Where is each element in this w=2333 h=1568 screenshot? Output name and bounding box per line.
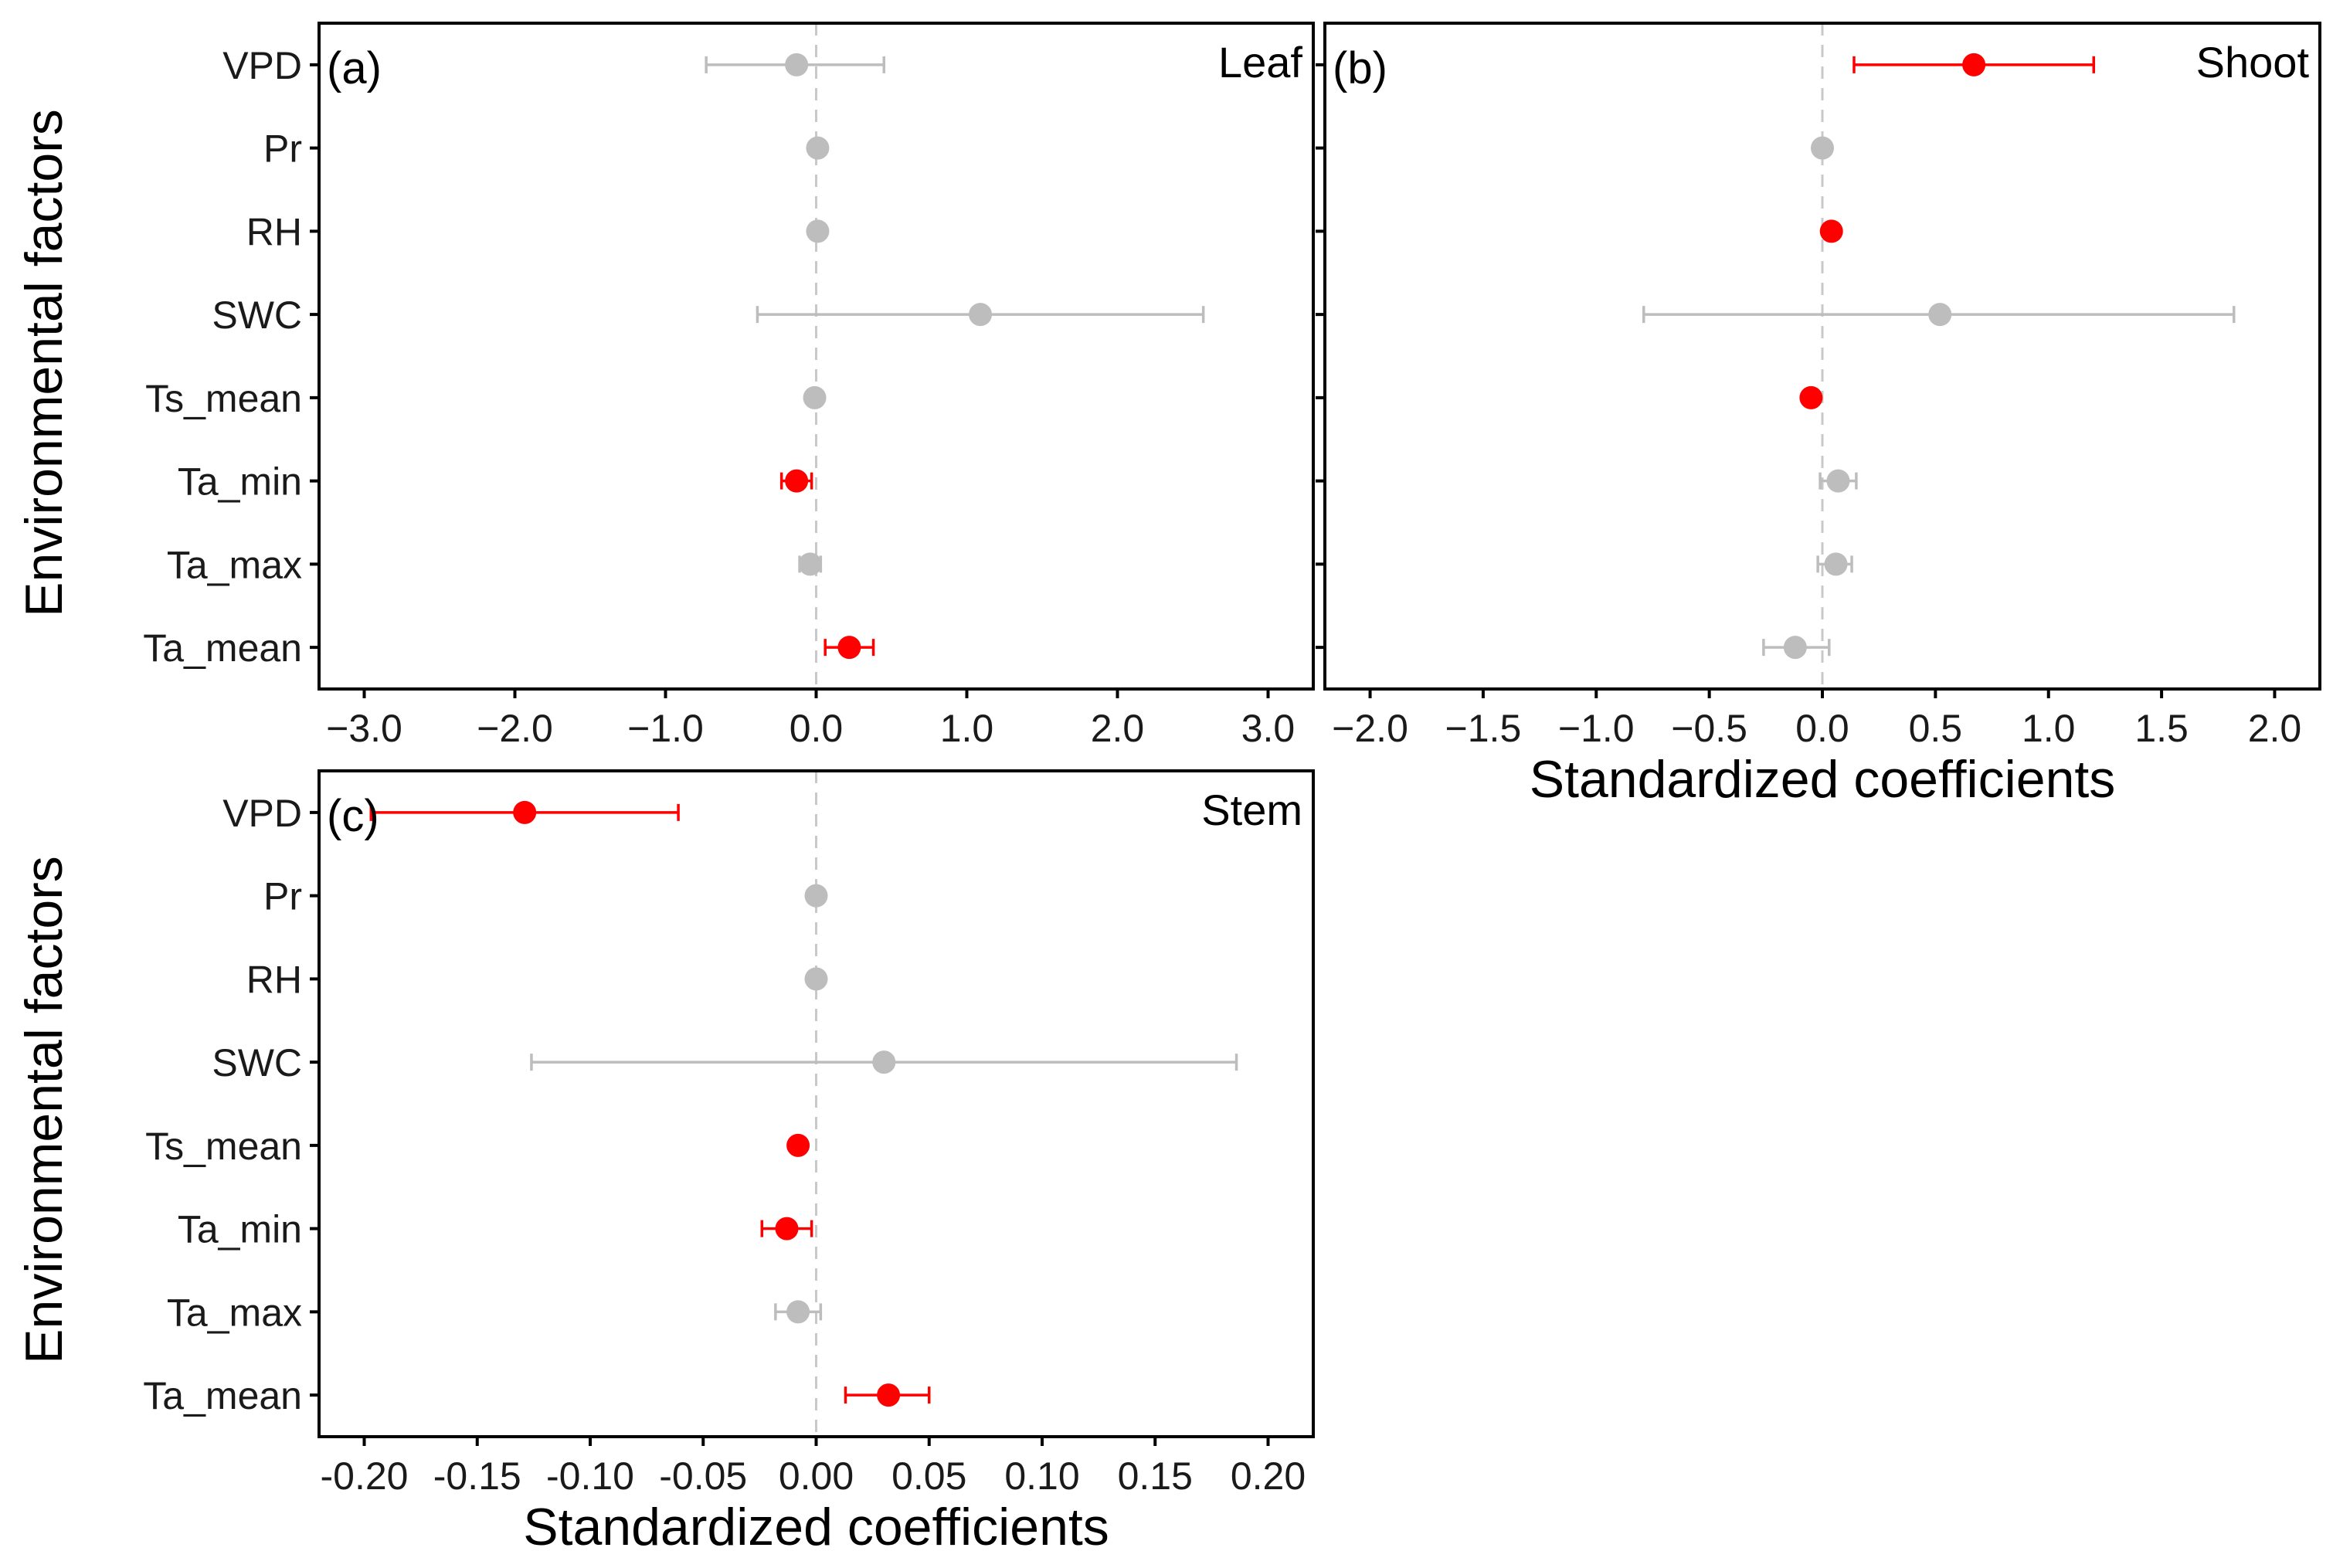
y-axis-title-top: Environmental factors	[15, 109, 73, 617]
point-vpd	[1962, 53, 1986, 76]
point-ta_min	[1826, 469, 1850, 493]
y-tick-label-ta_mean: Ta_mean	[143, 626, 302, 670]
y-tick-label-pr: Pr	[263, 127, 302, 171]
point-ta_max	[786, 1300, 810, 1324]
organ-title: Stem	[1201, 786, 1302, 834]
x-tick-label: 3.0	[1241, 707, 1296, 750]
point-ta_min	[775, 1217, 799, 1240]
point-rh	[804, 967, 828, 991]
point-rh	[806, 219, 830, 243]
y-tick-label-ta_max: Ta_max	[167, 1291, 302, 1334]
x-tick-label: −2.0	[1332, 707, 1408, 750]
point-pr	[806, 136, 830, 160]
x-tick-label: 0.05	[891, 1454, 966, 1498]
y-tick-label-vpd: VPD	[222, 792, 302, 835]
point-pr	[1811, 136, 1834, 160]
panel-label: (a)	[327, 43, 382, 93]
x-tick-label: -0.05	[659, 1454, 747, 1498]
x-tick-label: −1.5	[1445, 707, 1522, 750]
point-ta_max	[798, 552, 822, 576]
x-tick-label: 1.0	[2022, 707, 2076, 750]
x-tick-label: 1.5	[2134, 707, 2189, 750]
y-tick-label-ts_mean: Ts_mean	[145, 1125, 302, 1168]
x-tick-label: 2.0	[2248, 707, 2302, 750]
x-tick-label: 0.20	[1231, 1454, 1306, 1498]
organ-title: Shoot	[2196, 38, 2310, 87]
y-tick-label-swc: SWC	[212, 294, 302, 337]
panel-leaf: VPD Pr RH SWC Ts_mean Ta_min Ta_max Ta_mean −3.0…	[143, 22, 1315, 750]
x-tick-label: 0.10	[1004, 1454, 1079, 1498]
point-ts_mean	[1799, 385, 1823, 409]
x-tick-label: −3.0	[326, 707, 402, 750]
point-swc	[872, 1050, 896, 1074]
x-tick-label: 2.0	[1091, 707, 1145, 750]
point-ts_mean	[786, 1133, 810, 1157]
x-tick-label: 0.0	[1795, 707, 1849, 750]
point-ta_min	[785, 469, 809, 493]
y-tick-label-ta_min: Ta_min	[178, 460, 302, 504]
point-swc	[1928, 303, 1952, 327]
y-tick-label-rh: RH	[246, 210, 302, 253]
organ-title: Leaf	[1218, 38, 1302, 87]
y-tick-label-ta_min: Ta_min	[178, 1208, 302, 1251]
point-ta_mean	[1783, 636, 1807, 660]
point-pr	[804, 884, 828, 908]
x-tick-label: 0.5	[1909, 707, 1963, 750]
point-vpd	[785, 53, 809, 76]
x-tick-label: 0.0	[790, 707, 844, 750]
x-tick-label: −1.0	[627, 707, 704, 750]
panel-stem: VPD Pr RH SWC Ts_mean Ta_min Ta_max Ta_mean -0.2…	[143, 769, 1315, 1556]
x-axis-title: Standardized coefficients	[1530, 750, 2116, 809]
y-tick-label-ts_mean: Ts_mean	[145, 377, 302, 420]
y-tick-label-vpd: VPD	[222, 44, 302, 87]
point-ta_mean	[837, 636, 861, 660]
panel-shoot: −2.0 −1.5 −1.0 −0.5 0.0 0.5 1.0 1.5 2.0 (b) Shoot S…	[1316, 22, 2321, 809]
panel-label: (c)	[327, 791, 379, 841]
point-vpd	[513, 800, 537, 824]
x-tick-label: −2.0	[477, 707, 553, 750]
y-tick-label-pr: Pr	[263, 875, 302, 918]
point-ta_max	[1824, 552, 1848, 576]
y-tick-label-swc: SWC	[212, 1041, 302, 1084]
x-tick-label: 1.0	[940, 707, 994, 750]
y-axis-title-bottom: Environmental factors	[15, 856, 73, 1364]
y-tick-label-ta_mean: Ta_mean	[143, 1374, 302, 1417]
x-axis-title: Standardized coefficients	[523, 1498, 1109, 1556]
x-tick-label: -0.15	[433, 1454, 521, 1498]
x-tick-label: 0.15	[1118, 1454, 1193, 1498]
y-tick-label-rh: RH	[246, 958, 302, 1001]
x-tick-label: 0.00	[779, 1454, 854, 1498]
point-ts_mean	[803, 385, 827, 409]
point-ta_mean	[877, 1383, 901, 1407]
panels: VPD Pr RH SWC Ts_mean Ta_min Ta_max Ta_mean −3.0…	[143, 22, 2321, 1556]
x-tick-label: −1.0	[1558, 707, 1635, 750]
x-tick-label: -0.10	[546, 1454, 634, 1498]
x-tick-label: -0.20	[321, 1454, 409, 1498]
x-tick-label: −0.5	[1671, 707, 1747, 750]
point-swc	[969, 303, 993, 327]
panel-label: (b)	[1333, 43, 1387, 93]
point-rh	[1819, 219, 1843, 243]
y-tick-label-ta_max: Ta_max	[167, 543, 302, 586]
